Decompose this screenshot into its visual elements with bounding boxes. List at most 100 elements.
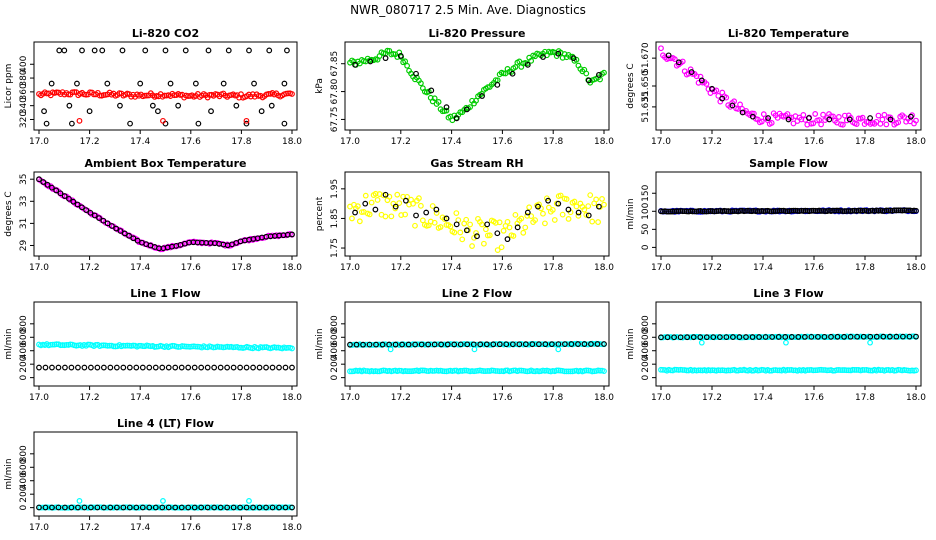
x-tick-label: 17.4 <box>442 137 462 147</box>
data-point <box>770 367 777 374</box>
data-point <box>68 364 75 371</box>
data-point <box>233 102 240 109</box>
data-point <box>839 121 846 128</box>
data-point <box>571 340 578 347</box>
data-point <box>43 120 50 127</box>
data-point <box>583 212 590 218</box>
data-point <box>563 368 570 375</box>
data-point <box>530 368 537 375</box>
data-point <box>749 334 756 340</box>
series-black <box>658 333 919 341</box>
plot-area <box>36 498 295 511</box>
panel-rh: Gas Stream RH percent 17.0 17.2 17.4 17.6 17.8… <box>315 157 614 273</box>
data-point <box>595 219 601 225</box>
data-point <box>453 221 460 228</box>
plot-frame <box>655 171 922 257</box>
panel-title: Line 3 Flow <box>753 287 823 300</box>
data-point <box>854 333 861 340</box>
y-tick-label: 200 <box>19 355 29 372</box>
panel-title: Line 1 Flow <box>130 287 200 300</box>
data-point <box>526 204 533 211</box>
data-point <box>886 333 893 340</box>
x-tick-label: 17.6 <box>181 137 201 147</box>
data-point <box>243 504 250 511</box>
data-point <box>161 92 168 99</box>
data-point <box>49 504 55 511</box>
data-point <box>98 342 105 349</box>
data-point <box>837 367 844 374</box>
data-point <box>61 193 68 199</box>
data-point <box>417 80 424 87</box>
data-point <box>394 54 401 60</box>
data-point <box>751 110 757 117</box>
data-point <box>725 367 732 374</box>
data-point <box>512 64 519 70</box>
data-point <box>417 202 424 209</box>
data-point <box>524 212 531 219</box>
data-point <box>182 47 189 54</box>
y-axis-label: degrees C <box>626 63 636 108</box>
data-point <box>250 364 256 371</box>
data-point <box>792 334 799 341</box>
panel-sample_flow: Sample Flow ml/min 17.0 17.2 17.4 17.6 17.8 18.… <box>626 157 926 273</box>
y-tick-label: 200 <box>641 355 651 372</box>
data-point <box>675 59 682 66</box>
data-point <box>532 341 538 347</box>
data-point <box>62 364 68 371</box>
x-tick-label: 17.0 <box>340 263 360 273</box>
y-tick-label: 0 <box>641 244 651 250</box>
y-tick-label: 600 <box>641 328 651 345</box>
data-point <box>861 367 868 373</box>
data-point <box>237 504 244 511</box>
data-point <box>859 114 866 121</box>
data-point <box>486 341 493 348</box>
data-point <box>463 106 470 113</box>
data-point <box>444 341 451 348</box>
data-point <box>208 108 214 115</box>
data-point <box>457 229 464 236</box>
data-point <box>367 58 374 65</box>
data-point <box>404 62 411 69</box>
data-point <box>66 195 72 202</box>
data-point <box>387 346 394 353</box>
series-black <box>347 341 607 348</box>
data-point <box>136 342 142 349</box>
data-point <box>795 334 802 340</box>
data-point <box>482 226 489 233</box>
data-point <box>178 504 185 511</box>
data-point <box>110 343 117 350</box>
data-point <box>198 504 205 511</box>
data-point <box>40 504 46 511</box>
data-point <box>149 102 156 109</box>
data-point <box>522 224 529 231</box>
y-tick-label: 400 <box>19 55 29 72</box>
data-point <box>56 47 63 54</box>
data-point <box>675 208 682 214</box>
data-point <box>104 342 111 349</box>
x-tick-label: 17.6 <box>492 393 512 403</box>
data-point <box>68 504 75 511</box>
data-point <box>126 504 133 511</box>
data-point <box>671 334 677 341</box>
data-point <box>498 244 505 251</box>
data-point <box>769 334 776 340</box>
data-point <box>416 195 422 202</box>
data-point <box>117 228 124 234</box>
data-point <box>723 208 730 215</box>
data-point <box>522 341 529 348</box>
data-point <box>859 207 866 214</box>
data-point <box>152 504 159 511</box>
data-point <box>739 109 746 116</box>
data-point <box>765 115 771 121</box>
data-point <box>258 108 265 115</box>
data-point <box>431 95 438 102</box>
data-point <box>875 112 882 119</box>
data-point <box>913 367 919 374</box>
data-point <box>772 208 779 214</box>
data-point <box>509 341 516 348</box>
x-tick-label: 17.4 <box>753 393 773 403</box>
data-point <box>87 209 94 216</box>
data-point <box>836 367 842 373</box>
data-point <box>402 211 409 218</box>
data-point <box>679 208 686 215</box>
